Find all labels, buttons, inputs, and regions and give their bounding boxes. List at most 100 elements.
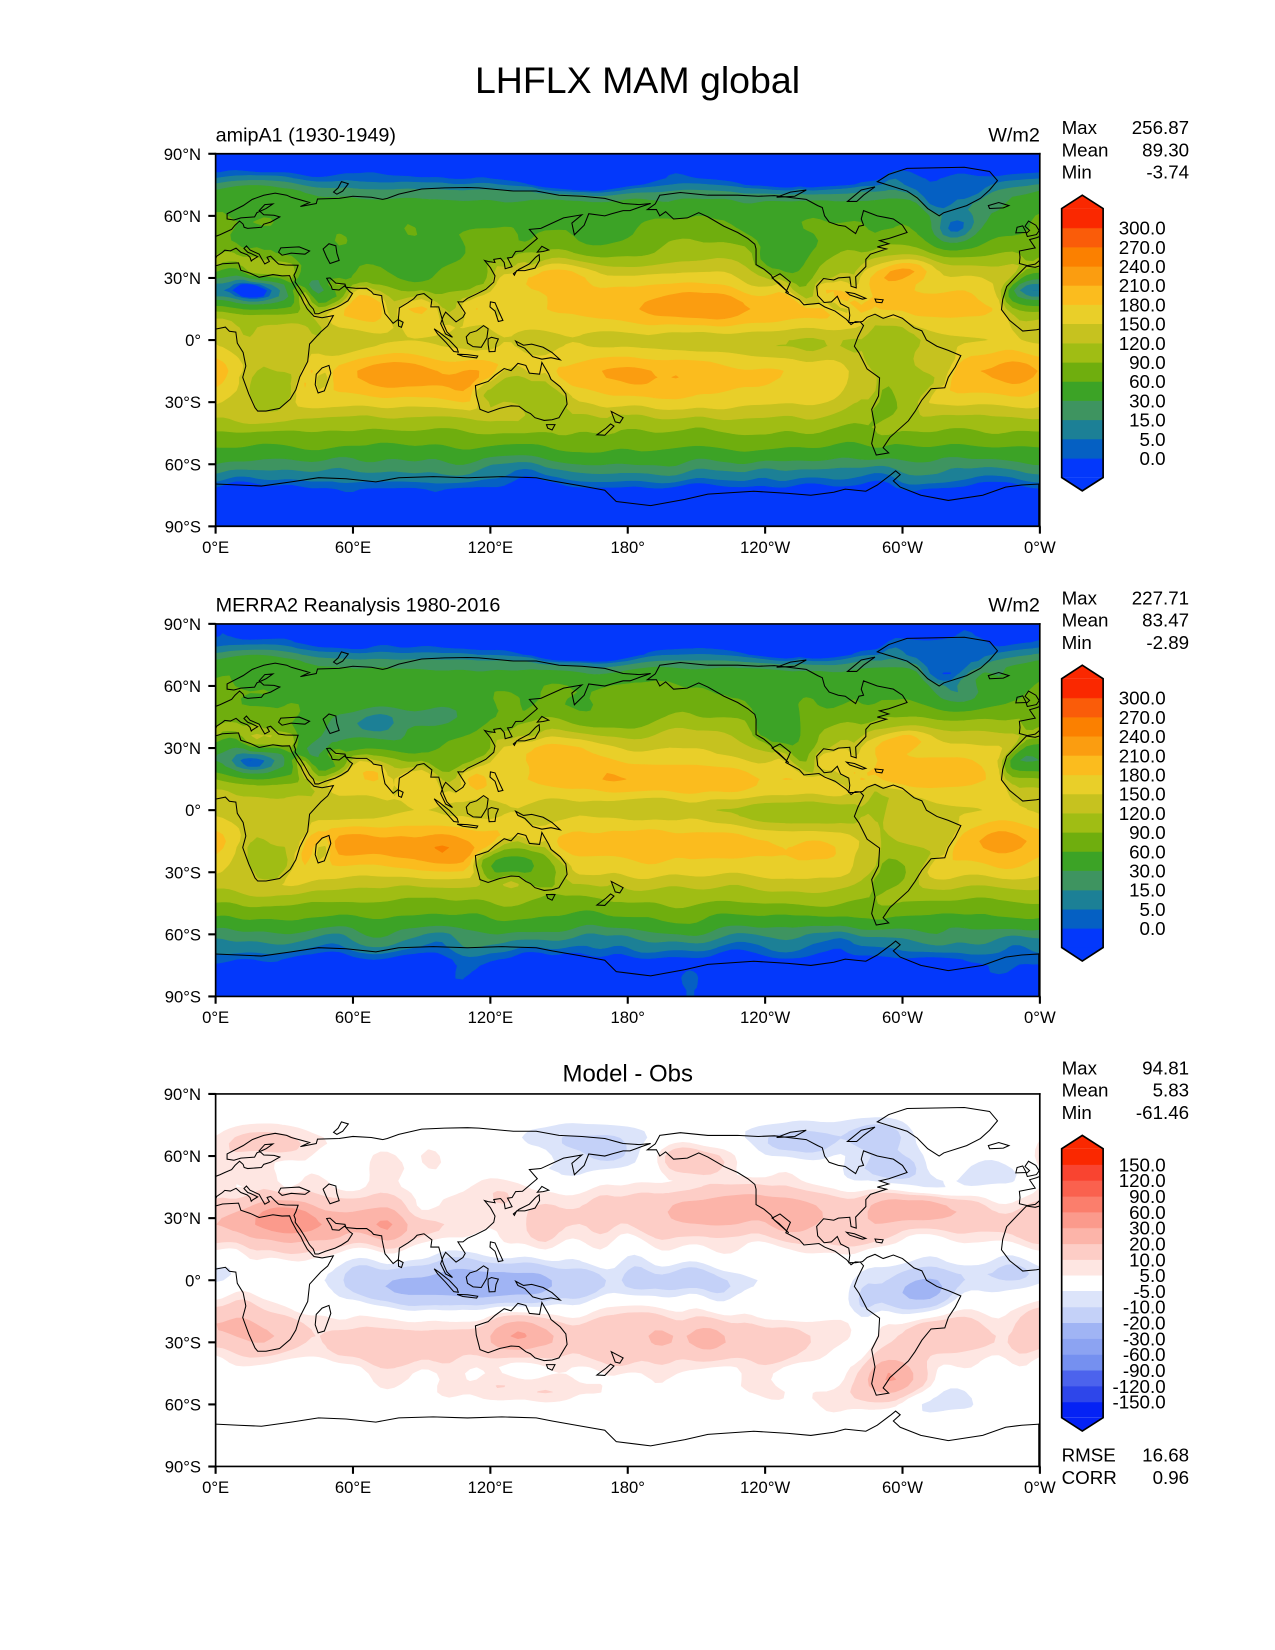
svg-text:120.0: 120.0	[1119, 333, 1166, 354]
svg-text:60°E: 60°E	[335, 1008, 371, 1027]
svg-text:0°E: 0°E	[202, 1478, 229, 1497]
svg-text:-3.74: -3.74	[1146, 162, 1189, 183]
svg-text:180°: 180°	[611, 538, 645, 557]
svg-text:150.0: 150.0	[1119, 1154, 1166, 1175]
svg-text:30°S: 30°S	[165, 1333, 201, 1352]
svg-text:30°S: 30°S	[165, 863, 201, 882]
svg-text:-20.0: -20.0	[1123, 1313, 1166, 1334]
svg-text:-61.46: -61.46	[1136, 1102, 1189, 1123]
svg-text:Max: Max	[1062, 1057, 1098, 1078]
svg-text:30°N: 30°N	[164, 1209, 201, 1228]
svg-text:Mean: Mean	[1062, 1080, 1109, 1101]
svg-text:83.47: 83.47	[1142, 610, 1189, 631]
svg-text:60°S: 60°S	[165, 1395, 201, 1414]
svg-text:60.0: 60.0	[1129, 1202, 1166, 1223]
svg-text:60°N: 60°N	[164, 207, 201, 226]
svg-text:60.0: 60.0	[1129, 841, 1166, 862]
svg-text:30°N: 30°N	[164, 269, 201, 288]
svg-text:-60.0: -60.0	[1123, 1344, 1166, 1365]
svg-text:CORR: CORR	[1062, 1467, 1117, 1488]
svg-text:15.0: 15.0	[1129, 880, 1166, 901]
svg-text:-5.0: -5.0	[1133, 1281, 1165, 1302]
svg-text:30.0: 30.0	[1129, 1218, 1166, 1239]
svg-text:Min: Min	[1062, 632, 1092, 653]
svg-text:150.0: 150.0	[1119, 314, 1166, 335]
svg-text:60°W: 60°W	[882, 1008, 923, 1027]
svg-text:60°E: 60°E	[335, 538, 371, 557]
svg-text:16.68: 16.68	[1142, 1445, 1189, 1466]
svg-text:60°N: 60°N	[164, 677, 201, 696]
svg-text:180.0: 180.0	[1119, 765, 1166, 786]
svg-text:0.0: 0.0	[1140, 448, 1166, 469]
svg-text:-90.0: -90.0	[1123, 1360, 1166, 1381]
svg-text:0°E: 0°E	[202, 1008, 229, 1027]
svg-text:15.0: 15.0	[1129, 410, 1166, 431]
svg-text:0°W: 0°W	[1024, 1478, 1056, 1497]
svg-text:60°W: 60°W	[882, 1478, 923, 1497]
svg-text:5.83: 5.83	[1153, 1080, 1190, 1101]
svg-text:227.71: 227.71	[1132, 587, 1189, 608]
svg-text:30°N: 30°N	[164, 739, 201, 758]
svg-text:300.0: 300.0	[1119, 688, 1166, 709]
svg-text:20.0: 20.0	[1129, 1233, 1166, 1254]
svg-text:0°: 0°	[185, 801, 201, 820]
svg-text:W/m2: W/m2	[988, 594, 1040, 616]
svg-text:210.0: 210.0	[1119, 745, 1166, 766]
svg-text:0°W: 0°W	[1024, 1008, 1056, 1027]
svg-text:240.0: 240.0	[1119, 256, 1166, 277]
svg-text:60°S: 60°S	[165, 925, 201, 944]
svg-text:5.0: 5.0	[1140, 899, 1166, 920]
svg-text:amipA1 (1930-1949): amipA1 (1930-1949)	[216, 124, 396, 146]
svg-text:90°N: 90°N	[164, 615, 201, 634]
svg-text:150.0: 150.0	[1119, 784, 1166, 805]
svg-text:RMSE: RMSE	[1062, 1445, 1116, 1466]
svg-text:210.0: 210.0	[1119, 275, 1166, 296]
svg-text:30.0: 30.0	[1129, 390, 1166, 411]
svg-text:60°S: 60°S	[165, 455, 201, 474]
svg-text:120°E: 120°E	[468, 538, 514, 557]
svg-text:-120.0: -120.0	[1112, 1376, 1165, 1397]
svg-text:256.87: 256.87	[1132, 117, 1189, 138]
svg-text:30.0: 30.0	[1129, 861, 1166, 882]
svg-text:Min: Min	[1062, 1102, 1092, 1123]
svg-text:120.0: 120.0	[1119, 803, 1166, 824]
svg-text:0.0: 0.0	[1140, 918, 1166, 939]
svg-text:120°W: 120°W	[740, 538, 790, 557]
svg-text:120°E: 120°E	[468, 1008, 514, 1027]
svg-text:60.0: 60.0	[1129, 371, 1166, 392]
svg-text:89.30: 89.30	[1142, 139, 1189, 160]
svg-text:W/m2: W/m2	[988, 124, 1040, 146]
svg-text:90.0: 90.0	[1129, 1186, 1166, 1207]
svg-text:Max: Max	[1062, 587, 1098, 608]
svg-text:Mean: Mean	[1062, 610, 1109, 631]
svg-text:60°W: 60°W	[882, 538, 923, 557]
svg-text:Min: Min	[1062, 162, 1092, 183]
svg-text:120°E: 120°E	[468, 1478, 514, 1497]
svg-text:90.0: 90.0	[1129, 822, 1166, 843]
svg-text:270.0: 270.0	[1119, 237, 1166, 258]
svg-text:180.0: 180.0	[1119, 294, 1166, 315]
svg-text:90°N: 90°N	[164, 145, 201, 164]
svg-text:MERRA2 Reanalysis 1980-2016: MERRA2 Reanalysis 1980-2016	[216, 594, 501, 616]
svg-text:0°: 0°	[185, 331, 201, 350]
svg-text:Max: Max	[1062, 117, 1098, 138]
svg-text:-10.0: -10.0	[1123, 1297, 1166, 1318]
svg-text:90°S: 90°S	[165, 987, 201, 1006]
svg-text:240.0: 240.0	[1119, 726, 1166, 747]
svg-text:60°E: 60°E	[335, 1478, 371, 1497]
svg-text:90°S: 90°S	[165, 1458, 201, 1477]
svg-text:-150.0: -150.0	[1112, 1392, 1165, 1413]
svg-text:180°: 180°	[611, 1008, 645, 1027]
svg-text:10.0: 10.0	[1129, 1249, 1166, 1270]
svg-text:300.0: 300.0	[1119, 218, 1166, 239]
svg-text:0°E: 0°E	[202, 538, 229, 557]
svg-text:180°: 180°	[611, 1478, 645, 1497]
svg-text:120°W: 120°W	[740, 1008, 790, 1027]
svg-text:0°W: 0°W	[1024, 538, 1056, 557]
svg-text:90°S: 90°S	[165, 517, 201, 536]
svg-text:90°N: 90°N	[164, 1085, 201, 1104]
svg-text:120.0: 120.0	[1119, 1170, 1166, 1191]
svg-text:30°S: 30°S	[165, 393, 201, 412]
svg-text:-30.0: -30.0	[1123, 1328, 1166, 1349]
svg-text:5.0: 5.0	[1140, 429, 1166, 450]
